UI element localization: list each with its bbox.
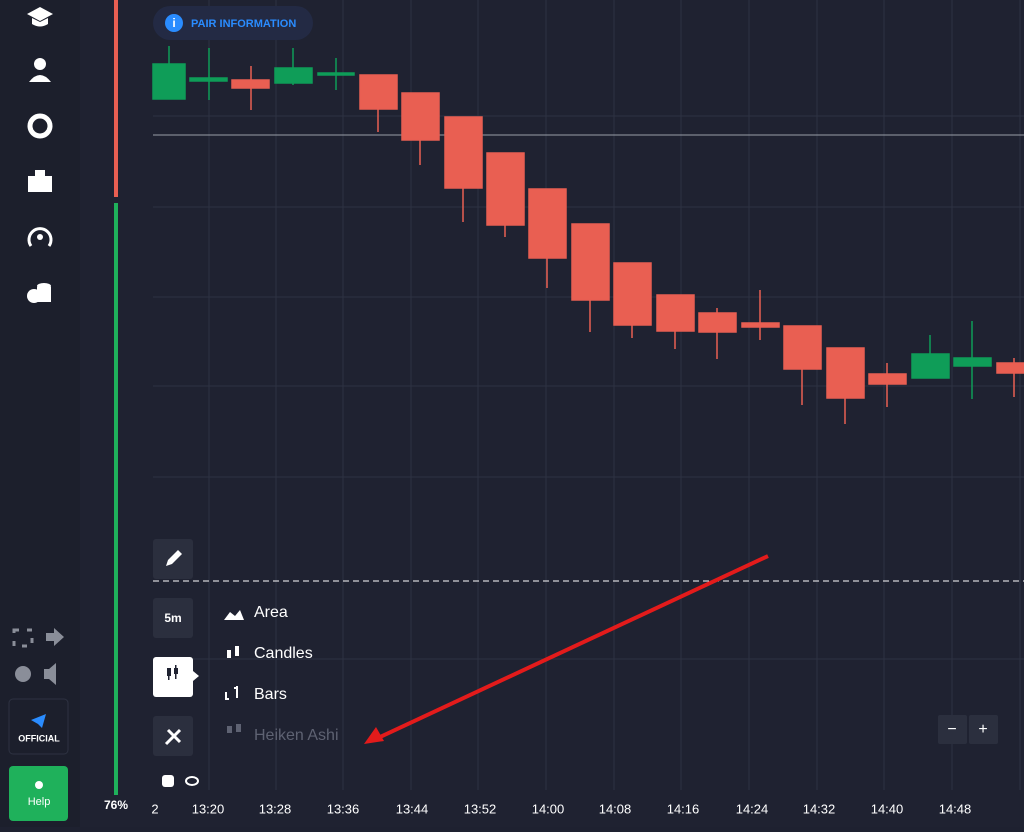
time-label: 13:52 — [464, 801, 497, 816]
annotation-arrow — [364, 554, 769, 744]
zoom-out-label: − — [947, 721, 956, 738]
zoom-in-button[interactable] — [969, 715, 998, 744]
help-icon — [35, 781, 43, 789]
zoom-out-button[interactable] — [938, 715, 967, 744]
time-label: 14:48 — [939, 801, 972, 816]
time-label: 13:28 — [259, 801, 292, 816]
time-label: 14:32 — [803, 801, 836, 816]
info-icon — [165, 14, 183, 32]
timeframe-button[interactable] — [153, 598, 193, 638]
sell-bar — [114, 0, 118, 197]
settings-icons[interactable] — [12, 628, 64, 685]
time-label: 14:24 — [736, 801, 769, 816]
time-label: 13:20 — [192, 801, 225, 816]
time-label: 14:00 — [532, 801, 565, 816]
layout-icon[interactable] — [162, 775, 174, 787]
pair-info-button[interactable] — [153, 6, 313, 40]
time-label: 13:36 — [327, 801, 360, 816]
candles-icon — [167, 665, 178, 680]
time-label: 2 — [151, 801, 158, 816]
menu-item[interactable]: Candles — [254, 645, 313, 662]
chart-type-button[interactable] — [153, 657, 193, 697]
time-label: 13:44 — [396, 801, 429, 816]
help-label: Help — [28, 796, 51, 808]
buy-bar — [114, 203, 118, 795]
indicators-icon — [164, 728, 182, 746]
sidebar-icons[interactable] — [27, 7, 53, 303]
candles — [152, 46, 1024, 424]
info-icon-glyph: i — [172, 16, 175, 30]
help-button[interactable] — [9, 766, 68, 821]
menu-item[interactable]: Bars — [254, 686, 287, 703]
time-label: 14:16 — [667, 801, 700, 816]
official-button[interactable] — [8, 698, 69, 755]
menu-item[interactable]: Heiken Ashi — [254, 727, 339, 744]
timeframe-label: 5m — [164, 611, 181, 625]
menu-pointer — [193, 671, 199, 681]
telegram-icon — [31, 714, 46, 728]
time-label: 14:40 — [871, 801, 904, 816]
balance-percent: 76% — [104, 798, 128, 812]
menu-icons — [224, 610, 244, 733]
time-label: 14:08 — [599, 801, 632, 816]
pair-info-label: PAIR INFORMATION — [191, 18, 296, 30]
zoom-in-label: + — [978, 721, 987, 738]
official-label: OFFICIAL — [18, 733, 60, 743]
menu-item[interactable]: Area — [254, 604, 288, 621]
pencil-icon — [166, 550, 182, 566]
eye-icon[interactable] — [185, 776, 199, 786]
time-axis: 2 13:20 13:28 13:36 13:44 13:52 14:00 14:08 14:1… — [151, 801, 971, 816]
